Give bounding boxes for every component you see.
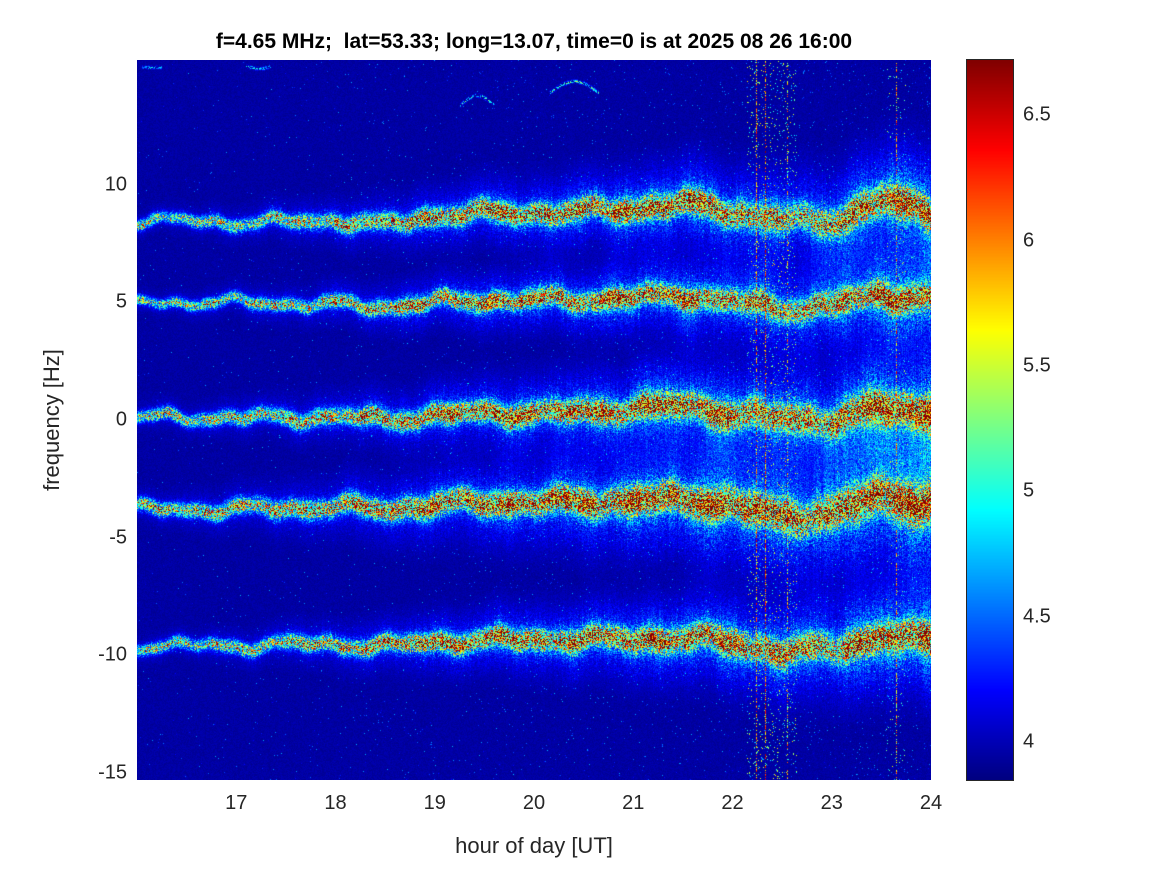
colorbar-tick-label: 6.5 (1023, 103, 1051, 126)
x-tick-label: 23 (820, 792, 843, 814)
x-tick-label: 22 (721, 792, 744, 814)
x-tick-label: 18 (324, 792, 347, 814)
x-tick-label: 19 (423, 792, 446, 814)
y-tick-label: -10 (98, 643, 127, 666)
x-tick-label: 21 (622, 792, 645, 814)
x-axis-label: hour of day [UT] (455, 833, 613, 858)
y-tick-label: 10 (104, 173, 127, 196)
y-tick-label: -15 (98, 761, 127, 784)
colorbar-tick-label: 6 (1023, 229, 1035, 252)
chart-title: f=4.65 MHz; lat=53.33; long=13.07, time=… (215, 30, 853, 53)
colorbar (966, 59, 1014, 781)
y-tick-label: -5 (109, 526, 127, 549)
y-tick-label: 5 (115, 290, 127, 313)
x-tick-label: 17 (225, 792, 248, 814)
x-tick-label: 20 (522, 792, 546, 814)
colorbar-tick-label: 4 (1023, 730, 1035, 753)
colorbar-tick-label: 5.5 (1023, 354, 1051, 377)
spectrogram-heatmap-canvas (137, 60, 931, 780)
colorbar-tick-label: 5 (1023, 479, 1035, 502)
colorbar-tick-label: 4.5 (1023, 605, 1051, 628)
x-tick-label: 24 (919, 792, 943, 814)
y-tick-label: 0 (115, 408, 127, 431)
